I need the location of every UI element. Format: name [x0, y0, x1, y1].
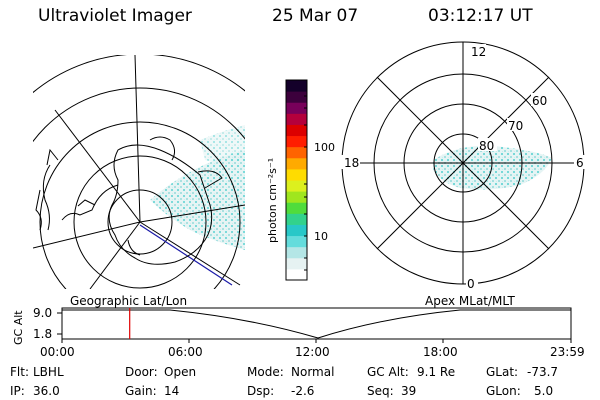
aurora-emission-geo — [150, 150, 245, 250]
mode-label: Mode: — [247, 365, 284, 379]
timeline-frame — [61, 307, 572, 340]
colorbar-segment — [286, 102, 307, 114]
gain-value: 14 — [164, 384, 180, 398]
colorbar-segment — [286, 157, 307, 170]
seq-label: Seq: — [367, 384, 394, 398]
instrument-title: Ultraviolet Imager — [38, 6, 192, 26]
glat-label: GLat: — [486, 365, 519, 379]
filter-value: LBHL — [33, 365, 64, 379]
timeline-tick-0600: 06:00 — [168, 345, 203, 359]
apex-polar-panel — [341, 41, 586, 289]
colorbar-tick-100: 100 — [314, 141, 335, 154]
mlt-label-right: 6 — [576, 156, 584, 170]
timeline-tick-1200: 12:00 — [295, 345, 330, 359]
colorbar-segment — [286, 113, 307, 125]
altitude-timeline — [57, 307, 572, 343]
mode-value: Normal — [291, 365, 335, 379]
mlt-label-left: 18 — [344, 156, 359, 170]
glon-label: GLon: — [486, 384, 521, 398]
colorbar-segment — [286, 257, 307, 270]
dsp-value: -2.6 — [291, 384, 315, 398]
timeline-ylabel: GC Alt — [12, 310, 25, 345]
colorbar-segment — [286, 268, 307, 281]
timeline-tick-1800: 18:00 — [423, 345, 458, 359]
timeline-tick-0000: 00:00 — [40, 345, 75, 359]
filter-label: Flt: — [10, 365, 29, 379]
ip-value: 36.0 — [33, 384, 60, 398]
gc-alt-label: GC Alt: — [367, 365, 409, 379]
colorbar-segment — [286, 246, 307, 259]
seq-value: 39 — [401, 384, 417, 398]
gc-alt-value: 9.1 Re — [417, 365, 456, 379]
timeline-tick-2359: 23:59 — [550, 345, 585, 359]
timeline-y-top: 9.0 — [33, 306, 53, 320]
mlt-line-diag-2 — [376, 76, 550, 250]
glon-value: 5.0 — [534, 384, 554, 398]
glat-value: -73.7 — [527, 365, 559, 379]
colorbar-segment — [286, 91, 307, 103]
colorbar-segment — [286, 235, 307, 248]
geographic-map-panel — [33, 55, 245, 289]
colorbar — [286, 80, 307, 281]
observation-date: 25 Mar 07 — [272, 6, 359, 26]
gain-label: Gain: — [125, 384, 157, 398]
timeline-y-bottom: 1.8 — [33, 327, 53, 341]
colorbar-segment — [286, 202, 307, 214]
geographic-panel-label: Geographic Lat/Lon — [70, 294, 188, 308]
colorbar-segment — [286, 224, 307, 237]
mlat-label-70: 70 — [508, 119, 523, 133]
coastline — [35, 136, 223, 265]
altitude-curve — [62, 309, 571, 339]
colorbar-segment — [286, 180, 307, 192]
colorbar-segment — [286, 146, 307, 159]
orbit-track — [139, 224, 233, 286]
colorbar-unit-label: photon cm⁻²s⁻¹ — [266, 158, 279, 243]
colorbar-segment — [286, 135, 307, 148]
observation-time: 03:12:17 UT — [428, 6, 533, 26]
colorbar-segment — [286, 80, 307, 92]
mlt-label-top: 12 — [471, 45, 486, 59]
colorbar-segment — [286, 191, 307, 203]
door-value: Open — [164, 365, 197, 379]
ip-label: IP: — [10, 384, 25, 398]
colorbar-ticks — [304, 95, 307, 271]
apex-panel-label: Apex MLat/MLT — [425, 294, 515, 308]
mlat-label-80: 80 — [479, 139, 494, 153]
colorbar-frame — [285, 79, 308, 281]
colorbar-segment — [286, 124, 307, 137]
colorbar-segment — [286, 168, 307, 181]
mlt-label-bottom: 0 — [467, 277, 475, 291]
door-label: Door: — [125, 365, 158, 379]
mlat-label-60: 60 — [532, 94, 547, 108]
colorbar-tick-10: 10 — [314, 230, 328, 243]
colorbar-segment — [286, 213, 307, 225]
dsp-label: Dsp: — [247, 384, 275, 398]
